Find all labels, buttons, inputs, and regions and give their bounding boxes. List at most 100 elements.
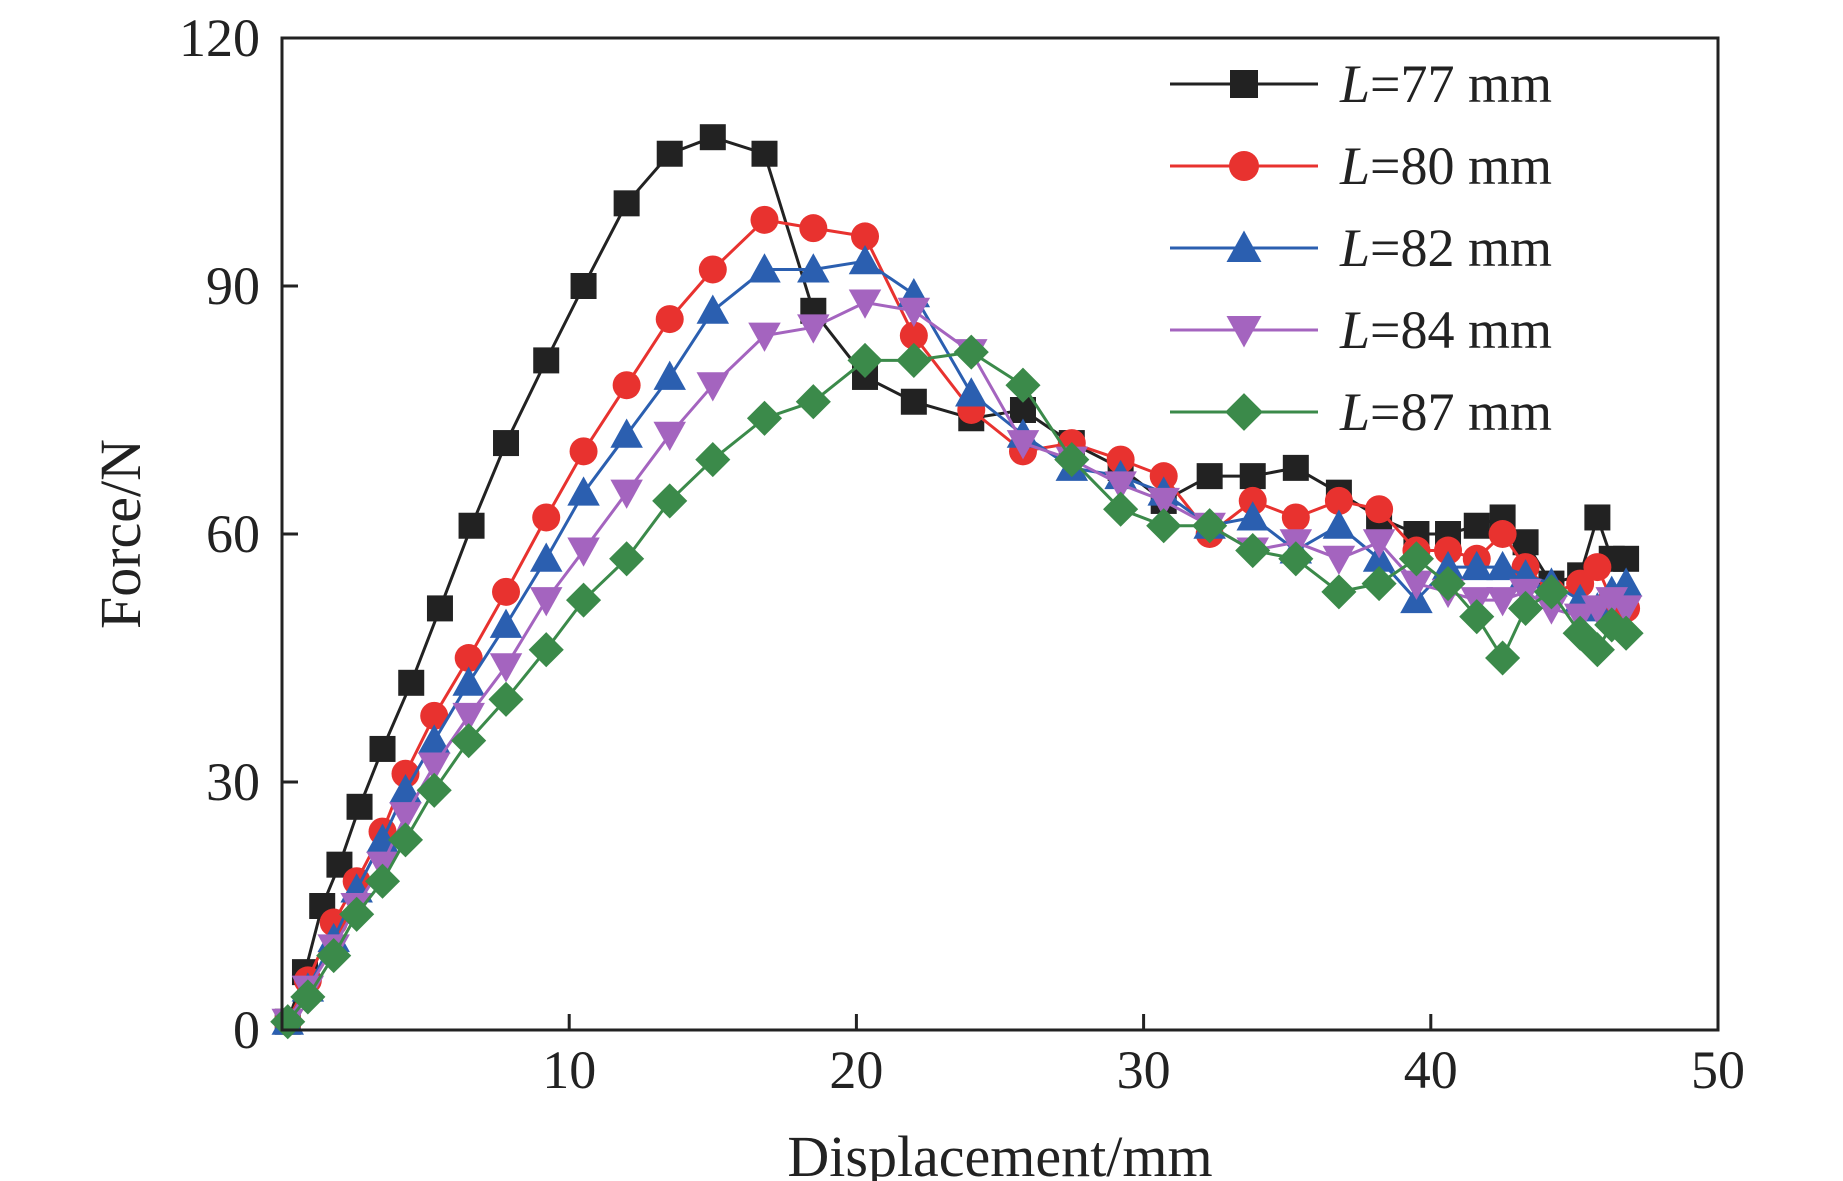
data-point-square bbox=[346, 793, 373, 820]
data-point-diamond bbox=[1192, 508, 1228, 544]
data-point-diamond bbox=[566, 582, 602, 618]
data-point-diamond bbox=[451, 723, 487, 759]
data-point-circle bbox=[655, 305, 684, 334]
data-point-triangle-up bbox=[389, 774, 422, 804]
data-point-triangle-down bbox=[610, 479, 643, 509]
data-point-triangle-up bbox=[1431, 550, 1465, 581]
data-point-circle bbox=[899, 321, 928, 350]
data-point-diamond bbox=[1235, 532, 1271, 569]
data-point-circle bbox=[1238, 486, 1267, 515]
data-point-circle bbox=[1106, 445, 1135, 474]
data-point-triangle-down bbox=[1400, 570, 1433, 600]
y-tick-label: 60 bbox=[206, 504, 260, 564]
data-point-diamond bbox=[1485, 640, 1521, 676]
data-point-triangle-down bbox=[696, 372, 730, 402]
data-point-square bbox=[398, 669, 425, 696]
data-point-triangle-up bbox=[1486, 550, 1519, 581]
data-point-triangle-down bbox=[1006, 430, 1040, 460]
data-point-diamond bbox=[1508, 590, 1544, 626]
data-point-diamond bbox=[746, 400, 783, 436]
series-line bbox=[286, 259, 1627, 1023]
x-tick-label: 20 bbox=[829, 1040, 883, 1100]
data-point-square bbox=[369, 735, 396, 762]
data-point-triangle-down bbox=[1609, 595, 1643, 625]
data-point-circle bbox=[1281, 503, 1310, 532]
data-point-square bbox=[1239, 463, 1266, 490]
data-point-square bbox=[570, 273, 597, 299]
data-point-triangle-up bbox=[653, 360, 686, 390]
data-point-diamond bbox=[1361, 566, 1397, 602]
legend-item: L=87 mm bbox=[1170, 382, 1552, 442]
data-point-diamond bbox=[652, 483, 688, 519]
data-point-triangle-down bbox=[1595, 587, 1628, 617]
data-point-square bbox=[900, 388, 927, 415]
data-point-diamond bbox=[416, 772, 452, 808]
data-point-triangle-down bbox=[653, 421, 686, 452]
data-point-square bbox=[1584, 504, 1611, 531]
data-point-triangle-down bbox=[748, 322, 781, 352]
data-point-square bbox=[1196, 463, 1223, 490]
data-point-square bbox=[751, 140, 778, 167]
data-point-square bbox=[1512, 529, 1539, 556]
y-axis-label: Force/N bbox=[88, 439, 153, 629]
series-3 bbox=[271, 244, 1643, 1035]
data-point-circle bbox=[1324, 486, 1353, 515]
data-point-diamond bbox=[1103, 491, 1139, 527]
data-point-circle bbox=[1434, 536, 1463, 565]
data-point-triangle-down bbox=[489, 653, 523, 683]
data-point-triangle-down bbox=[1147, 487, 1180, 518]
data-point-circle bbox=[698, 255, 727, 284]
data-point-circle bbox=[799, 214, 828, 243]
data-point-square bbox=[458, 512, 485, 539]
data-point-diamond bbox=[1398, 541, 1434, 577]
data-point-triangle-up bbox=[452, 666, 485, 696]
data-point-triangle-down bbox=[1362, 529, 1396, 559]
data-point-circle bbox=[612, 371, 641, 400]
data-point-triangle-down bbox=[797, 314, 830, 344]
tick-labels: 10 20 30 40 50 0 30 60 90 120 bbox=[179, 8, 1745, 1100]
series-layer bbox=[270, 124, 1644, 1040]
data-point-triangle-up bbox=[955, 377, 988, 407]
data-point-circle bbox=[492, 577, 521, 606]
plot-frame bbox=[280, 36, 1720, 1032]
data-point-square bbox=[533, 347, 560, 374]
data-point-square bbox=[493, 430, 520, 457]
data-point-diamond bbox=[528, 632, 564, 668]
data-point-diamond bbox=[695, 442, 731, 478]
data-point-diamond bbox=[1054, 442, 1090, 478]
legend-label: L=80 mm bbox=[1339, 136, 1552, 196]
y-tick-label: 30 bbox=[206, 752, 260, 812]
data-point-diamond bbox=[896, 342, 932, 378]
data-point-diamond bbox=[488, 681, 524, 717]
data-point-square bbox=[1463, 512, 1490, 539]
data-point-diamond bbox=[1533, 574, 1569, 610]
data-point-circle bbox=[1149, 462, 1178, 491]
data-point-diamond bbox=[1579, 632, 1615, 668]
x-tick-label: 50 bbox=[1691, 1040, 1745, 1100]
legend-label: L=77 mm bbox=[1339, 54, 1552, 114]
data-point-triangle-up bbox=[748, 253, 781, 283]
data-point-diamond bbox=[316, 938, 352, 974]
data-point-circle bbox=[1583, 553, 1612, 582]
series-5 bbox=[270, 334, 1644, 1040]
data-point-triangle-down bbox=[1104, 471, 1137, 501]
data-point-diamond bbox=[1321, 574, 1357, 610]
data-point-diamond bbox=[795, 384, 831, 420]
legend-item: L=77 mm bbox=[1170, 54, 1552, 114]
legend: L=77 mm L=80 mm L=82 mm L=84 mm L=87 mm bbox=[1170, 54, 1552, 442]
data-point-triangle-up bbox=[610, 418, 643, 448]
data-point-square bbox=[426, 595, 453, 622]
legend-label: L=82 mm bbox=[1339, 218, 1552, 278]
data-point-triangle-up bbox=[1236, 501, 1269, 531]
data-point-diamond bbox=[364, 863, 401, 899]
legend-item: L=80 mm bbox=[1170, 136, 1552, 196]
data-point-triangle-up bbox=[696, 294, 730, 324]
y-tick-label: 90 bbox=[206, 256, 260, 316]
data-point-diamond bbox=[953, 334, 989, 370]
data-point-square bbox=[613, 190, 640, 217]
data-point-triangle-up bbox=[1322, 509, 1356, 539]
data-point-triangle-down bbox=[529, 587, 563, 617]
data-point-triangle-up bbox=[489, 608, 523, 638]
data-point-diamond bbox=[1005, 367, 1041, 403]
